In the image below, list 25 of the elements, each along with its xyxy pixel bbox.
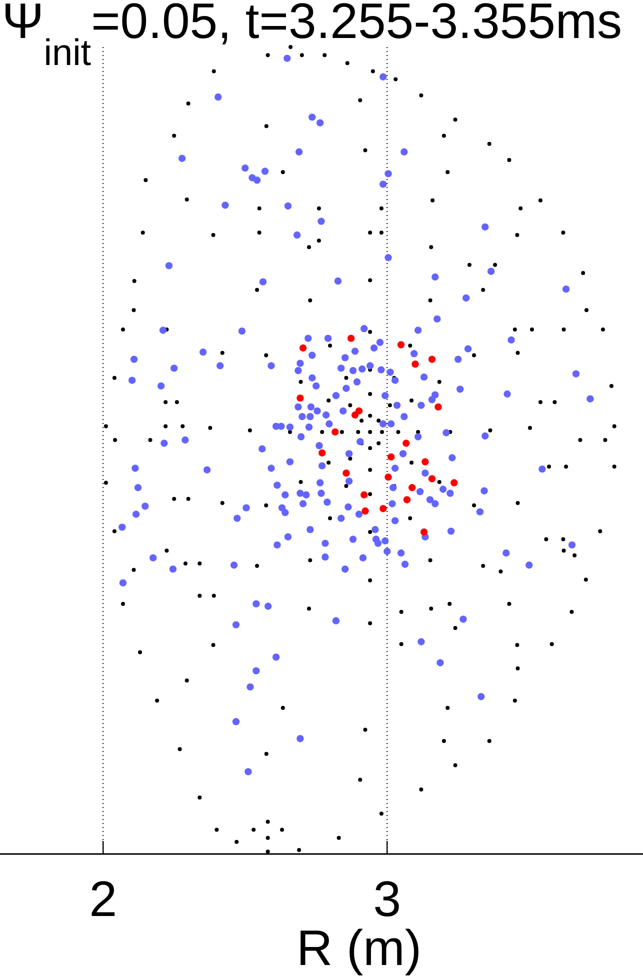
point [380,505,387,512]
point [351,411,359,419]
x-tick-label: 2 [89,871,117,927]
point [362,507,369,515]
point [422,458,429,466]
point [296,394,304,402]
point [397,341,405,348]
point [342,469,350,477]
point [420,528,428,536]
point [403,496,411,504]
point [450,479,458,486]
point [402,440,410,447]
point [428,475,436,482]
point [387,453,395,461]
point [408,484,416,492]
point [318,449,326,457]
point [434,403,442,411]
chart-title: Ψ$_{init}$=0.05, t=3.255-3.355ms [2,0,622,73]
point [347,334,355,342]
point [360,491,368,498]
point [384,474,392,481]
point [428,356,436,363]
point [412,360,419,368]
point [332,428,339,436]
point [299,344,307,352]
